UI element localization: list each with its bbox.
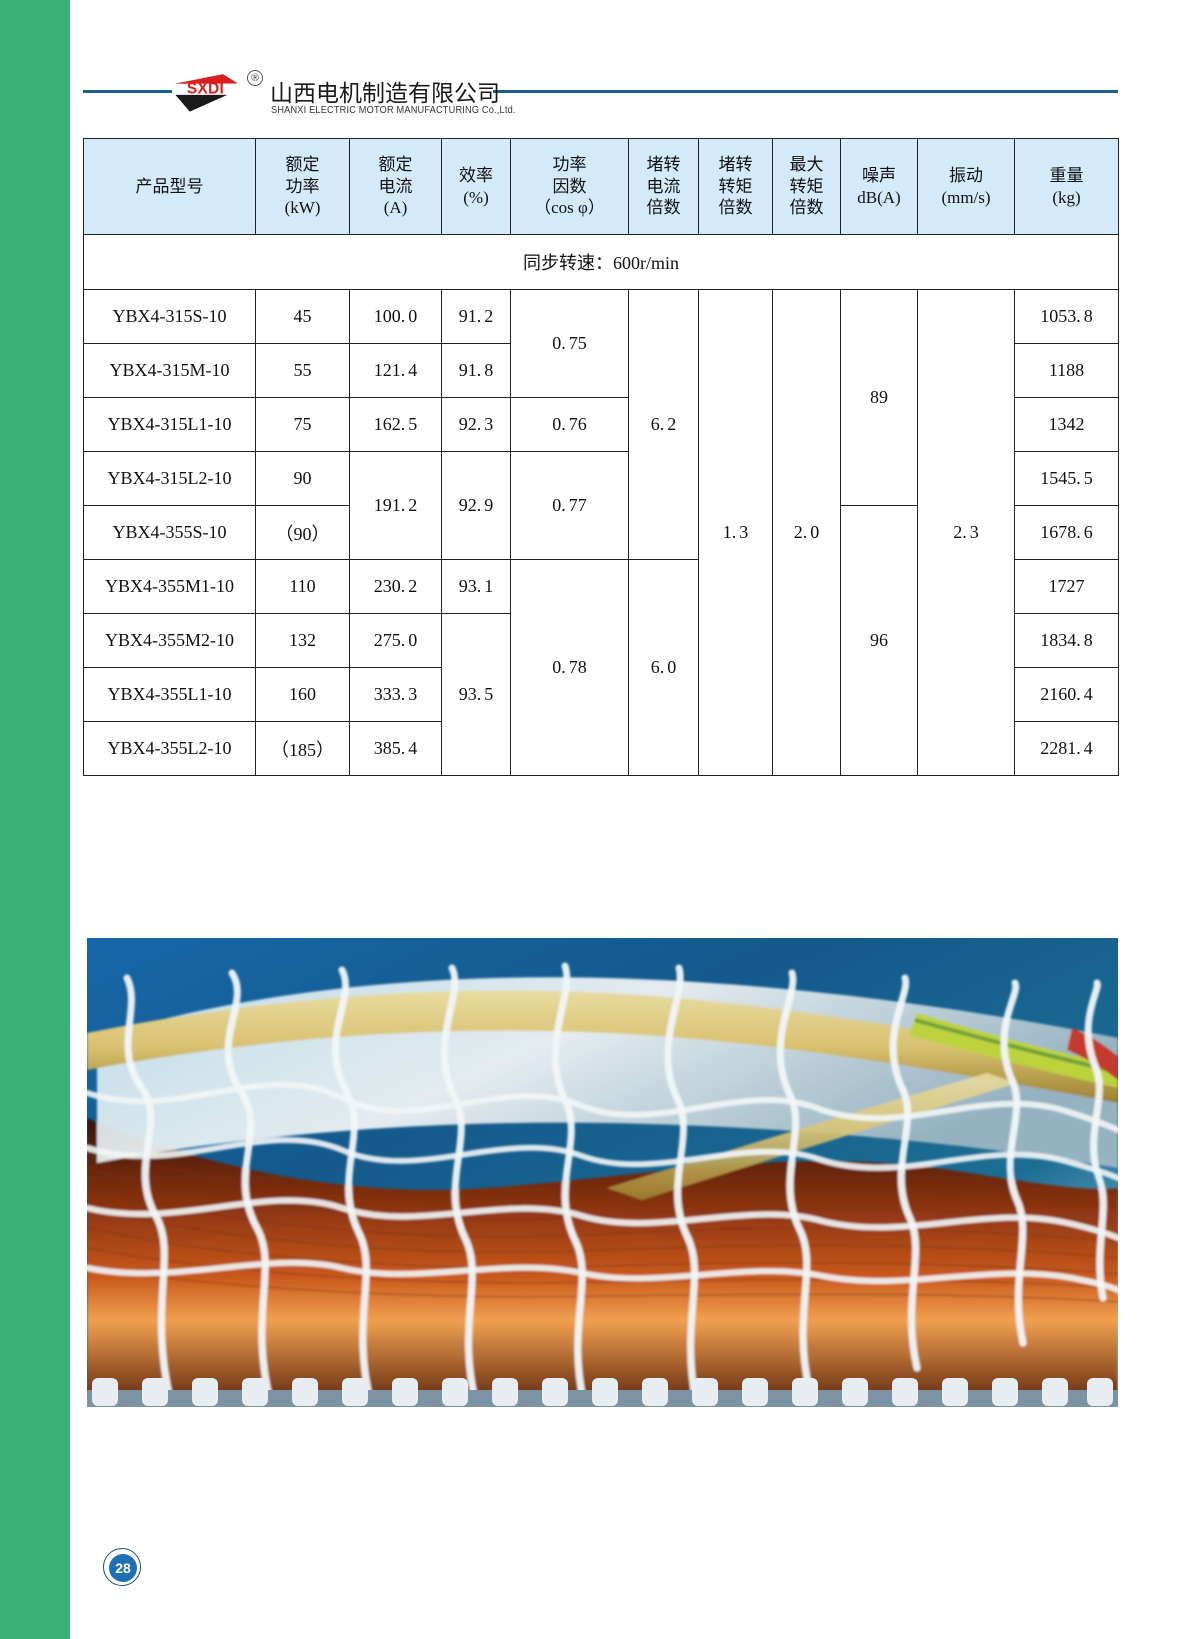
- svg-text:SXDI: SXDI: [187, 81, 224, 98]
